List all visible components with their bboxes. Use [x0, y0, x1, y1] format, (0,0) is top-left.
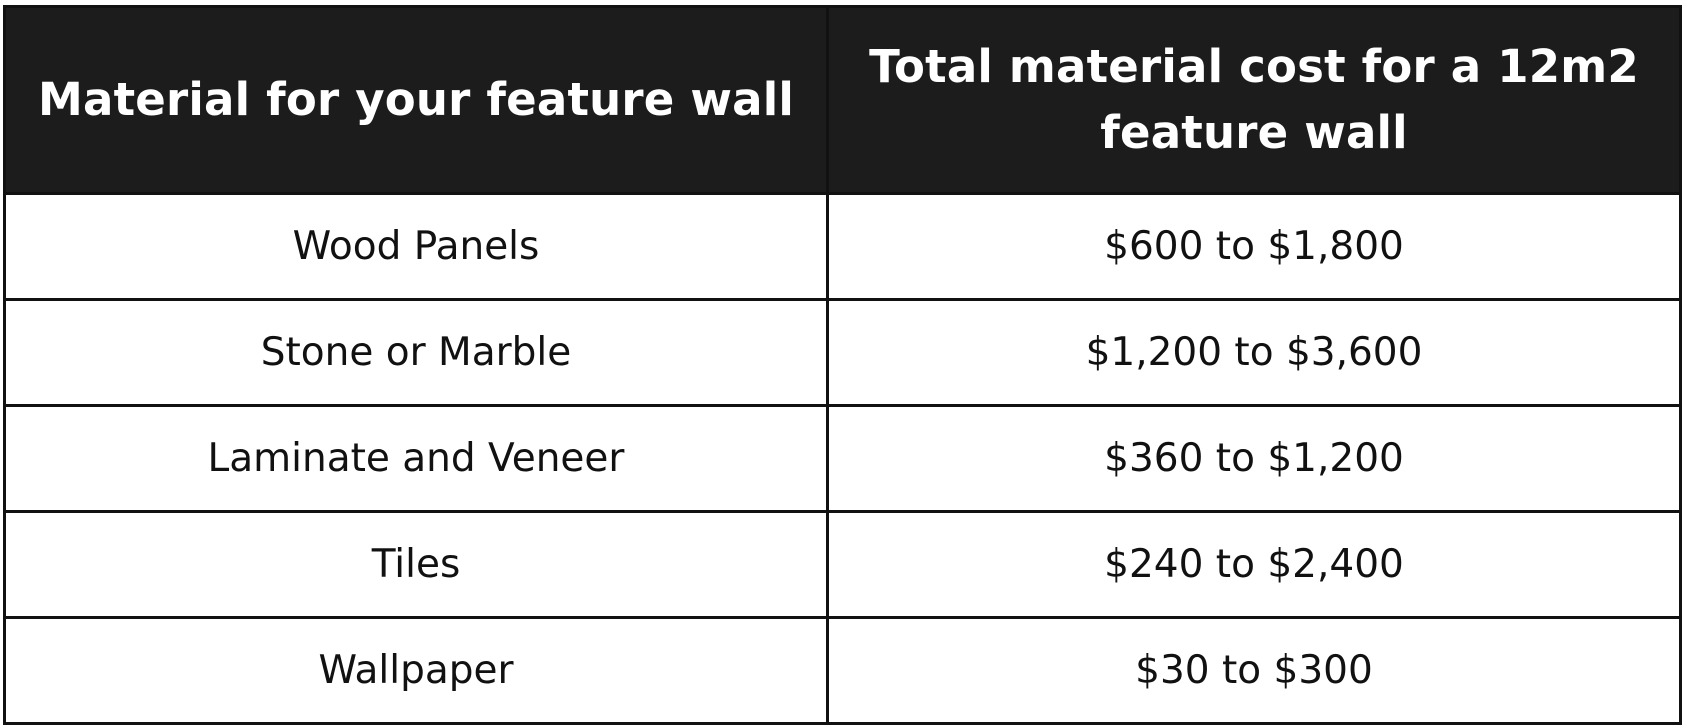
header-row: Material for your feature wall Total mat… [3, 5, 1682, 195]
feature-wall-cost-table: Material for your feature wall Total mat… [3, 5, 1682, 725]
table-header: Material for your feature wall Total mat… [3, 5, 1682, 195]
material-cell: Stone or Marble [3, 298, 829, 407]
table-body: Wood Panels $600 to $1,800 Stone or Marb… [3, 192, 1682, 725]
header-material: Material for your feature wall [3, 5, 829, 195]
material-cell: Wood Panels [3, 192, 829, 301]
cost-cell: $240 to $2,400 [826, 510, 1682, 619]
cost-cell: $1,200 to $3,600 [826, 298, 1682, 407]
material-cell: Laminate and Veneer [3, 404, 829, 513]
material-cell: Wallpaper [3, 616, 829, 725]
table-row: Wallpaper $30 to $300 [3, 616, 1682, 725]
header-total-cost: Total material cost for a 12m2 feature w… [826, 5, 1682, 195]
table-row: Tiles $240 to $2,400 [3, 510, 1682, 619]
cost-cell: $360 to $1,200 [826, 404, 1682, 513]
cost-cell: $30 to $300 [826, 616, 1682, 725]
cost-cell: $600 to $1,800 [826, 192, 1682, 301]
table-row: Stone or Marble $1,200 to $3,600 [3, 298, 1682, 407]
cost-table-container: Material for your feature wall Total mat… [3, 5, 1682, 725]
table-row: Wood Panels $600 to $1,800 [3, 192, 1682, 301]
table-row: Laminate and Veneer $360 to $1,200 [3, 404, 1682, 513]
material-cell: Tiles [3, 510, 829, 619]
